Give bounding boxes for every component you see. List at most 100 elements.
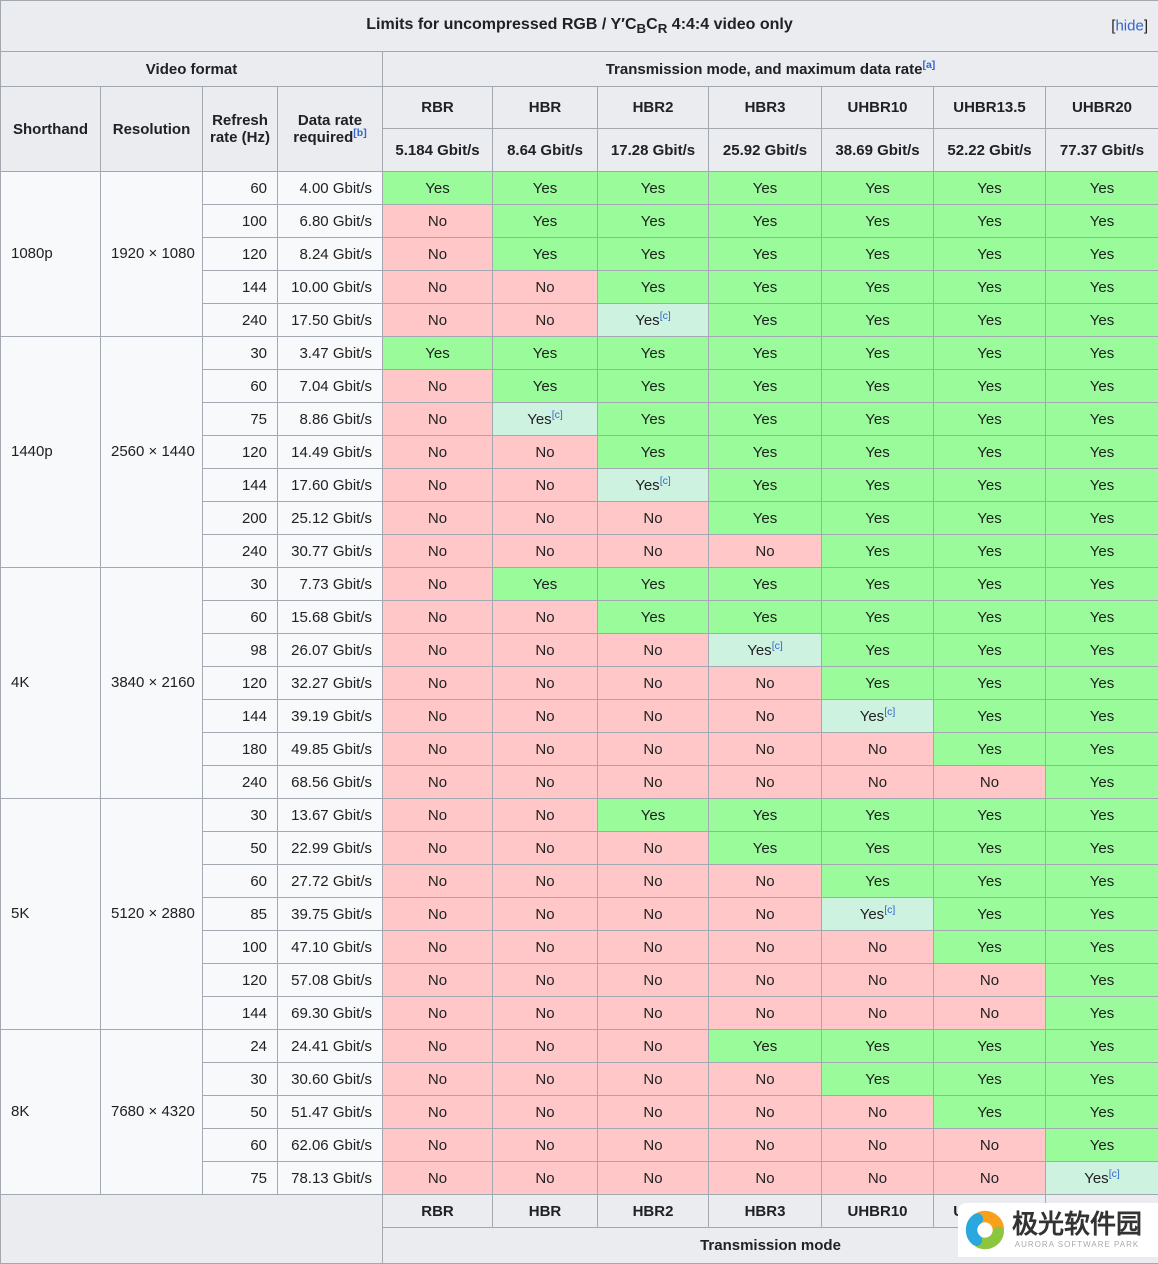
column-header-hbr3: HBR3 [709,87,822,129]
footnote-c-link[interactable]: [c] [772,640,783,652]
refresh-rate-cell: 30 [203,799,278,832]
support-cell: Yes [822,238,934,271]
footnote-c-link[interactable]: [c] [884,904,895,916]
footnote-a-link[interactable]: [a] [922,59,935,71]
refresh-rate-cell: 60 [203,370,278,403]
support-cell: No [598,634,709,667]
support-cell: Yes [822,337,934,370]
data-rate-cell: 62.06 Gbit/s [278,1129,383,1162]
data-rate-cell: 49.85 Gbit/s [278,733,383,766]
watermark-title: 极光软件园 [1012,1211,1142,1237]
data-rate-cell: 25.12 Gbit/s [278,502,383,535]
support-cell: No [598,1129,709,1162]
support-cell: Yes [934,535,1046,568]
resolution-cell: 1920 × 1080 [101,172,203,337]
support-cell: No [822,1129,934,1162]
footnote-b-link[interactable]: [b] [353,127,366,139]
footnote-c-link[interactable]: [c] [884,706,895,718]
support-cell: Yes [934,502,1046,535]
footnote-c: [c] [884,706,895,718]
footnote-c-link[interactable]: [c] [660,475,671,487]
support-cell: Yes [709,502,822,535]
refresh-rate-cell: 24 [203,1030,278,1063]
refresh-rate-cell: 144 [203,997,278,1030]
support-cell: Yes [822,172,934,205]
support-cell: Yes [934,304,1046,337]
support-cell: No [383,238,493,271]
footer-header-rbr: RBR [383,1195,493,1228]
support-cell: Yes [934,1096,1046,1129]
support-cell: No [493,502,598,535]
support-cell: Yes [709,304,822,337]
data-rate-cell: 14.49 Gbit/s [278,436,383,469]
support-cell: No [383,832,493,865]
footnote-c-link[interactable]: [c] [552,409,563,421]
support-cell: Yes [709,172,822,205]
refresh-rate-cell: 75 [203,1162,278,1195]
support-cell: Yes [493,238,598,271]
column-rate-hbr3: 25.92 Gbit/s [709,129,822,172]
refresh-rate-cell: 240 [203,766,278,799]
support-cell: Yes [1046,700,1158,733]
refresh-rate-cell: 60 [203,172,278,205]
refresh-rate-cell: 85 [203,898,278,931]
support-cell: Yes [709,370,822,403]
support-cell: Yes[c] [822,898,934,931]
support-cell: Yes [1046,502,1158,535]
support-cell: No [493,634,598,667]
support-cell: Yes [709,238,822,271]
support-cell: No [598,700,709,733]
footnote-c-link[interactable]: [c] [1109,1168,1120,1180]
support-cell: Yes [598,436,709,469]
group-header-row: Video format Transmission mode, and maxi… [1,52,1158,87]
support-cell: No [598,733,709,766]
data-rate-cell: 39.75 Gbit/s [278,898,383,931]
support-cell: Yes [934,700,1046,733]
support-cell: No [383,964,493,997]
support-cell: No [598,1063,709,1096]
support-cell: Yes [598,568,709,601]
support-cell: Yes [934,469,1046,502]
data-rate-cell: 57.08 Gbit/s [278,964,383,997]
support-cell: Yes [822,469,934,502]
footnote-c: [c] [884,904,895,916]
support-cell: No [822,733,934,766]
support-cell: No [598,502,709,535]
support-cell: Yes [822,205,934,238]
support-cell: Yes [934,832,1046,865]
support-cell: Yes [709,832,822,865]
support-cell: Yes [934,172,1046,205]
support-cell: No [598,997,709,1030]
support-cell: Yes [709,799,822,832]
data-rate-cell: 47.10 Gbit/s [278,931,383,964]
support-cell: No [383,469,493,502]
support-cell: Yes [822,601,934,634]
column-rate-hbr2: 17.28 Gbit/s [598,129,709,172]
hide-link[interactable]: hide [1115,18,1143,35]
support-cell: Yes [1046,898,1158,931]
support-cell: No [383,304,493,337]
support-cell: Yes [1046,403,1158,436]
support-cell: Yes [934,370,1046,403]
support-cell: No [493,1162,598,1195]
support-cell: No [493,700,598,733]
data-rate-cell: 4.00 Gbit/s [278,172,383,205]
support-cell: No [383,667,493,700]
support-cell: No [709,997,822,1030]
support-cell: No [383,502,493,535]
support-cell: No [822,1096,934,1129]
support-cell: No [493,469,598,502]
support-cell: Yes [934,1063,1046,1096]
support-cell: No [598,1162,709,1195]
shorthand-cell: 8K [1,1030,101,1195]
support-cell: Yes [822,1030,934,1063]
refresh-rate-cell: 180 [203,733,278,766]
support-cell: No [383,733,493,766]
support-cell: Yes [934,568,1046,601]
transmission-mode-header: Transmission mode, and maximum data rate… [383,52,1158,87]
footnote-c-link[interactable]: [c] [660,310,671,322]
refresh-rate-cell: 120 [203,436,278,469]
